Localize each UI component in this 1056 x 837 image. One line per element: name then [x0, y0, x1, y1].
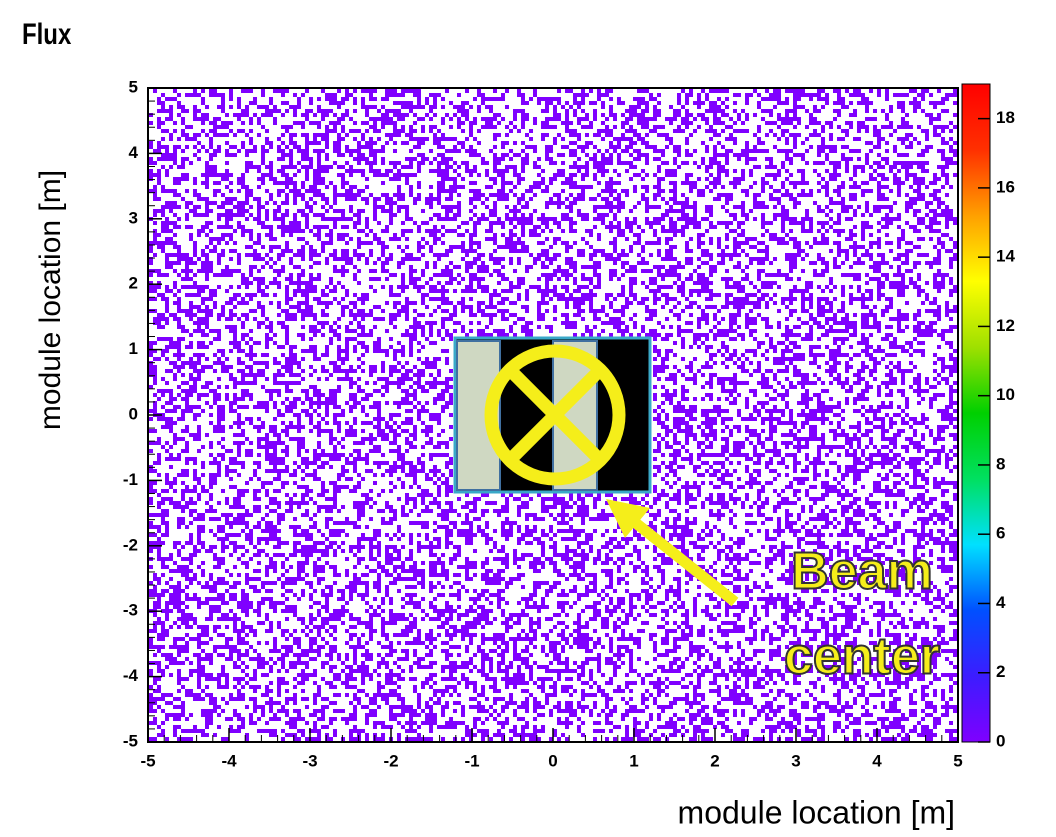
- y-tick-label: 4: [129, 143, 139, 162]
- y-tick-label: -1: [123, 470, 138, 489]
- colorbar-tick-label: 4: [996, 593, 1006, 612]
- colorbar-tick-label: 8: [996, 454, 1005, 473]
- y-tick-label: 1: [129, 339, 138, 358]
- y-tick-label: 0: [129, 404, 138, 423]
- x-tick-label: 1: [629, 751, 638, 770]
- colorbar-tick-label: 10: [996, 385, 1015, 404]
- colorbar-tick-label: 14: [996, 247, 1015, 266]
- colorbar-tick-label: 0: [996, 731, 1005, 750]
- colorbar-tick-label: 6: [996, 524, 1005, 543]
- hit-texture: [149, 89, 957, 741]
- x-tick-label: -2: [383, 751, 398, 770]
- x-tick-label: 4: [872, 751, 882, 770]
- x-tick-label: -1: [464, 751, 479, 770]
- module: [453, 336, 652, 494]
- x-axis-label: module location [m]: [678, 794, 955, 830]
- colorbar-tick-label: 2: [996, 662, 1005, 681]
- annotation-arrow-head: [606, 499, 650, 538]
- x-tick-label: 3: [791, 751, 800, 770]
- y-tick-label: 2: [129, 274, 138, 293]
- y-tick-label: 3: [129, 208, 138, 227]
- beam-symbol: [505, 365, 605, 465]
- x-tick-label: -3: [302, 751, 317, 770]
- y-tick-label: 5: [129, 77, 138, 96]
- y-tick-label: -2: [123, 535, 138, 554]
- x-tick-label: -4: [221, 751, 237, 770]
- x-tick-label: 0: [548, 751, 557, 770]
- colorbar-tick-label: 16: [996, 177, 1015, 196]
- annotation-text: center: [784, 628, 940, 686]
- x-tick-label: -5: [140, 751, 155, 770]
- annotation-text: Beam: [791, 543, 933, 601]
- y-tick-label: -3: [123, 601, 138, 620]
- x-tick-label: 5: [953, 751, 962, 770]
- colorbar: [961, 83, 991, 743]
- colorbar-tick-label: 18: [996, 108, 1015, 127]
- chart-title: Flux: [22, 16, 71, 50]
- y-tick-label: -5: [123, 731, 138, 750]
- annotation-arrow: [628, 515, 739, 607]
- colorbar-tick-label: 12: [996, 316, 1015, 335]
- y-axis-label: module location [m]: [34, 170, 67, 430]
- beam-symbol: [484, 344, 626, 486]
- x-tick-label: 2: [710, 751, 719, 770]
- y-tick-label: -4: [123, 666, 139, 685]
